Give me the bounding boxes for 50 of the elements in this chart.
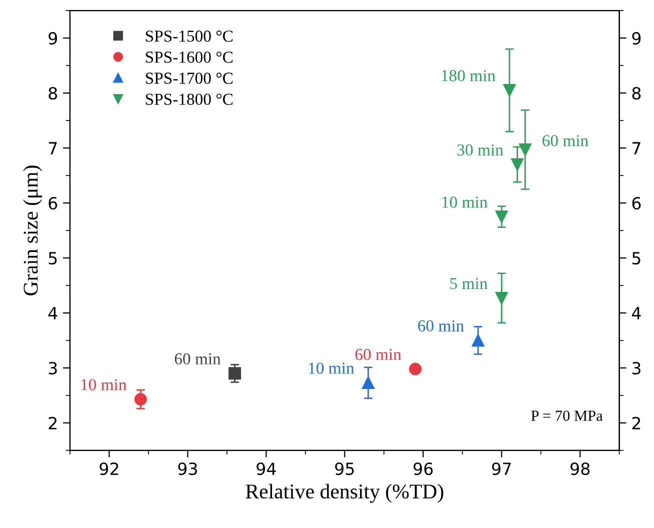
y2-tick-label: 9 bbox=[632, 32, 641, 45]
annotation: 10 min bbox=[309, 362, 354, 374]
legend-label: SPS-1600 °C bbox=[146, 52, 233, 63]
legend-label: SPS-1500 °C bbox=[146, 30, 233, 42]
legend-label: SPS-1800 °C bbox=[146, 94, 233, 105]
y-tick-label: 9 bbox=[48, 32, 57, 45]
annotation: 10 min bbox=[442, 196, 488, 208]
y-tick-label: 8 bbox=[48, 86, 58, 100]
y-tick-label: 2 bbox=[48, 416, 57, 430]
point bbox=[511, 158, 524, 171]
annotation: 5 min bbox=[450, 278, 488, 290]
y-tick-label: 4 bbox=[48, 307, 58, 320]
annotation: 60 min bbox=[542, 135, 588, 146]
annotation: 60 min bbox=[418, 320, 464, 332]
point bbox=[134, 393, 147, 406]
y-tick-label: 7 bbox=[48, 142, 57, 154]
annotation: P = 70 MPa bbox=[531, 410, 603, 421]
point bbox=[518, 143, 532, 156]
x-tick-label: 94 bbox=[256, 462, 276, 476]
point bbox=[228, 367, 242, 380]
annotation: 60 min bbox=[174, 353, 221, 364]
x-axis-title: Relative density (%TD) bbox=[246, 484, 444, 503]
x-tick-label: 98 bbox=[570, 462, 590, 476]
y2-tick-label: 5 bbox=[632, 252, 640, 265]
x-tick-label: 96 bbox=[414, 462, 433, 476]
y2-tick-label: 8 bbox=[632, 86, 641, 100]
y-tick-label: 5 bbox=[48, 252, 57, 265]
point bbox=[495, 292, 508, 304]
point bbox=[503, 84, 516, 97]
y2-tick-label: 4 bbox=[632, 307, 641, 320]
y-axis-title: Grain size (μm) bbox=[23, 166, 42, 296]
y2-tick-label: 6 bbox=[632, 196, 641, 210]
annotation: 30 min bbox=[457, 144, 504, 156]
annotation: 60 min bbox=[355, 348, 402, 360]
annotation: 10 min bbox=[81, 379, 126, 390]
x-tick-label: 92 bbox=[100, 462, 118, 476]
x-tick-label: 97 bbox=[492, 462, 511, 476]
annotation: 180 min bbox=[442, 70, 496, 82]
point bbox=[472, 334, 484, 347]
point bbox=[409, 362, 422, 376]
point bbox=[495, 210, 508, 223]
legend-label: SPS-1700 °C bbox=[146, 72, 233, 84]
point bbox=[362, 376, 374, 390]
y-tick-label: 6 bbox=[48, 196, 58, 210]
y2-tick-label: 2 bbox=[632, 416, 640, 430]
x-tick-label: 95 bbox=[335, 462, 354, 476]
y2-tick-label: 3 bbox=[632, 362, 640, 374]
x-tick-label: 93 bbox=[178, 462, 197, 476]
y2-tick-label: 7 bbox=[632, 142, 640, 154]
y-tick-label: 3 bbox=[48, 362, 57, 374]
